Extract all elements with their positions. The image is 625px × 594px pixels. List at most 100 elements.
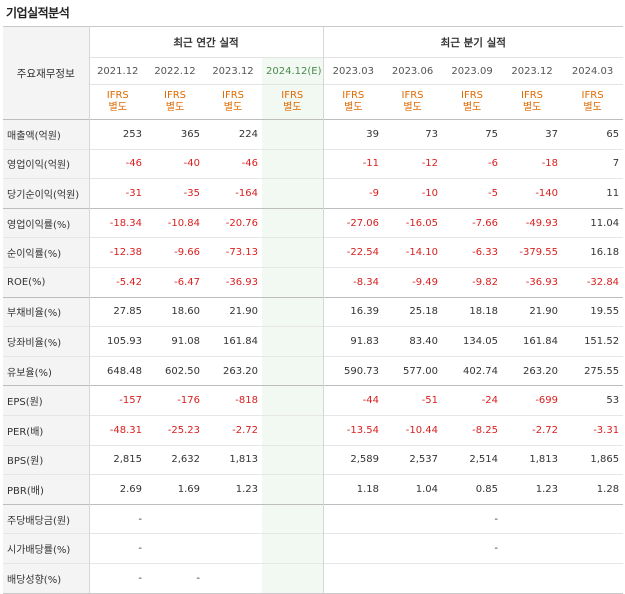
row-label: PBR(배) xyxy=(3,474,90,505)
table-row: PER(배) -48.31 -25.23 -2.72 -13.54 -10.44 -8.25… xyxy=(3,414,624,446)
value-cell xyxy=(383,503,443,534)
value-cell xyxy=(322,562,384,594)
value-cell: 1,865 xyxy=(562,444,624,475)
ifrs-tag-quarter-0: IFRS 별도 xyxy=(322,84,384,120)
value-cell: 73 xyxy=(383,119,443,150)
value-cell: 648.48 xyxy=(89,355,146,386)
value-cell: - xyxy=(89,562,146,594)
value-cell xyxy=(502,533,563,564)
period-header-quarter-0: 2023.03 xyxy=(322,57,384,85)
ifrs-tag-annual-0: IFRS 별도 xyxy=(89,84,146,120)
table-row: 배당성향(%) - - xyxy=(3,562,624,594)
value-cell: 151.52 xyxy=(562,326,624,357)
value-cell: -6.47 xyxy=(146,266,204,298)
value-cell: 16.39 xyxy=(322,296,384,327)
value-cell: - xyxy=(89,533,146,564)
value-cell: 602.50 xyxy=(146,355,204,386)
ifrs-tag-quarter-4: IFRS 별도 xyxy=(562,84,624,120)
value-cell: 275.55 xyxy=(562,355,624,386)
value-cell: 2,514 xyxy=(442,444,503,475)
table-row: 순이익률(%) -12.38 -9.66 -73.13 -22.54 -14.10 -6.3… xyxy=(3,237,624,268)
value-cell: - xyxy=(89,503,146,534)
value-cell xyxy=(204,503,262,534)
value-cell xyxy=(322,533,384,564)
value-cell: -46 xyxy=(89,148,146,179)
value-cell: 1.28 xyxy=(562,474,624,505)
value-cell: -2.72 xyxy=(204,414,262,446)
row-label: 주당배당금(원) xyxy=(3,503,90,534)
value-cell: -5 xyxy=(442,178,503,209)
value-cell xyxy=(562,533,624,564)
value-cell: -48.31 xyxy=(89,414,146,446)
row-label-header: 주요재무정보 xyxy=(3,26,90,120)
row-label: 순이익률(%) xyxy=(3,237,90,268)
value-cell xyxy=(562,562,624,594)
value-cell: 161.84 xyxy=(502,326,563,357)
value-cell: -9.49 xyxy=(383,266,443,298)
value-cell: 134.05 xyxy=(442,326,503,357)
value-cell: 21.90 xyxy=(502,296,563,327)
value-cell: 1,813 xyxy=(204,444,262,475)
value-cell: -9 xyxy=(322,178,384,209)
value-cell: 16.18 xyxy=(562,237,624,268)
value-cell xyxy=(502,562,563,594)
table-row: 당기순이익(억원) -31 -35 -164 -9 -10 -5 -140 11 xyxy=(3,178,624,209)
value-cell xyxy=(262,533,324,564)
ifrs-tag-quarter-3: IFRS 별도 xyxy=(502,84,563,120)
value-cell: -140 xyxy=(502,178,563,209)
value-cell: -18 xyxy=(502,148,563,179)
value-cell xyxy=(262,385,324,416)
value-cell: 11 xyxy=(562,178,624,209)
financial-table: 주요재무정보 최근 연간 실적 최근 분기 실적 2021.12 2022.12 2… xyxy=(3,26,624,594)
value-cell: -164 xyxy=(204,178,262,209)
value-cell: -6 xyxy=(442,148,503,179)
table-row: 매출액(억원) 253 365 224 39 73 75 37 65 xyxy=(3,119,624,150)
value-cell xyxy=(262,474,324,505)
value-cell: -22.54 xyxy=(322,237,384,268)
value-cell: 83.40 xyxy=(383,326,443,357)
value-cell xyxy=(262,296,324,327)
table-row: 영업이익률(%) -18.34 -10.84 -20.76 -27.06 -16.05 -7… xyxy=(3,207,624,238)
value-cell: 27.85 xyxy=(89,296,146,327)
value-cell: -27.06 xyxy=(322,207,384,238)
value-cell: 263.20 xyxy=(204,355,262,386)
period-header-quarter-2: 2023.09 xyxy=(442,57,503,85)
table-row: EPS(원) -157 -176 -818 -44 -51 -24 -699 53 xyxy=(3,385,624,416)
value-cell: 2,537 xyxy=(383,444,443,475)
ifrs-tag-quarter-2: IFRS 별도 xyxy=(442,84,503,120)
value-cell: - xyxy=(146,562,204,594)
value-cell: 75 xyxy=(442,119,503,150)
value-cell: -176 xyxy=(146,385,204,416)
value-cell: 590.73 xyxy=(322,355,384,386)
ifrs-tag-annual-1: IFRS 별도 xyxy=(146,84,204,120)
value-cell: 105.93 xyxy=(89,326,146,357)
row-label: PER(배) xyxy=(3,414,90,446)
value-cell: -20.76 xyxy=(204,207,262,238)
value-cell: -12.38 xyxy=(89,237,146,268)
value-cell: -16.05 xyxy=(383,207,443,238)
row-label: 배당성향(%) xyxy=(3,562,90,594)
ifrs-tag-annual-2: IFRS 별도 xyxy=(204,84,262,120)
value-cell: 18.18 xyxy=(442,296,503,327)
value-cell xyxy=(262,178,324,209)
value-cell: -8.25 xyxy=(442,414,503,446)
value-cell xyxy=(204,562,262,594)
annual-group-header: 최근 연간 실적 xyxy=(89,26,324,58)
value-cell: -40 xyxy=(146,148,204,179)
table-row: 부채비율(%) 27.85 18.60 21.90 16.39 25.18 18.18 21.… xyxy=(3,296,624,327)
value-cell: -5.42 xyxy=(89,266,146,298)
value-cell: -36.93 xyxy=(502,266,563,298)
value-cell: 91.83 xyxy=(322,326,384,357)
ifrs-tag-quarter-1: IFRS 별도 xyxy=(383,84,443,120)
value-cell xyxy=(262,266,324,298)
value-cell: 2.69 xyxy=(89,474,146,505)
row-label: BPS(원) xyxy=(3,444,90,475)
period-header-quarter-4: 2024.03 xyxy=(562,57,624,85)
value-cell: 0.85 xyxy=(442,474,503,505)
value-cell: -51 xyxy=(383,385,443,416)
value-cell: 37 xyxy=(502,119,563,150)
value-cell: -14.10 xyxy=(383,237,443,268)
value-cell xyxy=(204,533,262,564)
value-cell: 11.04 xyxy=(562,207,624,238)
value-cell: -9.66 xyxy=(146,237,204,268)
